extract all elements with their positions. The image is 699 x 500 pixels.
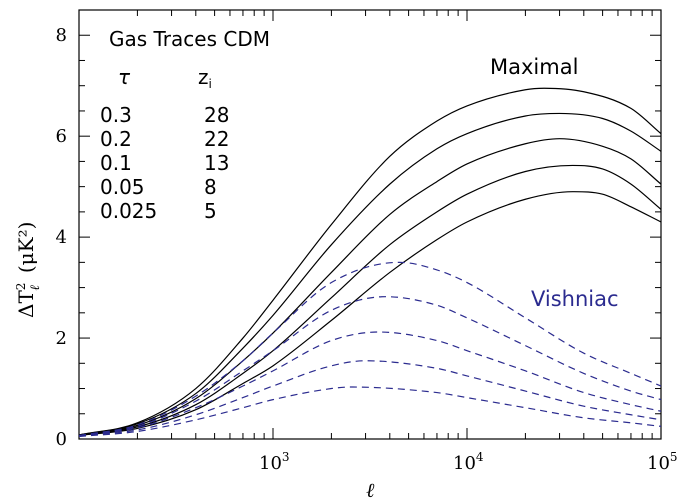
y-tick-label: 8 — [56, 25, 67, 46]
series-line-maximal — [78, 138, 662, 436]
legend-tau: 0.1 — [100, 151, 132, 175]
y-tick-label: 4 — [56, 227, 67, 248]
series-line-vishniac — [78, 261, 662, 437]
series-line-maximal — [78, 164, 662, 437]
legend-zi: 5 — [204, 199, 217, 223]
x-axis-label: ℓ — [366, 478, 375, 500]
series-line-vishniac — [78, 331, 662, 437]
y-tick-label: 2 — [56, 328, 67, 349]
legend-zi: 8 — [204, 175, 217, 199]
legend-tau: 0.05 — [100, 175, 145, 199]
legend-tau: 0.025 — [100, 199, 157, 223]
legend: Gas Traces CDM τ zi 0.3 28 0.2 22 0.1 13… — [100, 27, 270, 223]
plot-frame — [78, 9, 662, 440]
series-line-vishniac — [78, 296, 662, 437]
y-tick-label: 0 — [56, 429, 67, 450]
x-tick-label: 103 — [259, 450, 290, 474]
series-line-vishniac — [78, 360, 662, 437]
annotation-maximal: Maximal — [490, 55, 578, 79]
series-line-maximal — [78, 112, 662, 436]
annotation-vishniac: Vishniac — [531, 287, 619, 311]
x-tick-label: 104 — [453, 450, 484, 474]
legend-zi: 28 — [204, 103, 229, 127]
axis-ticks: 0 2 4 6 8 103 104 105 — [56, 10, 678, 474]
y-axis-label: ΔT2ℓ(μK²) — [14, 222, 43, 318]
legend-zi: 13 — [204, 151, 229, 175]
series-group — [78, 87, 662, 438]
series-line-maximal — [78, 87, 662, 436]
series-line-maximal — [78, 191, 662, 437]
legend-zi: 22 — [204, 127, 229, 151]
legend-tau: 0.2 — [100, 127, 132, 151]
y-tick-label: 6 — [56, 126, 67, 147]
legend-tau: 0.3 — [100, 103, 132, 127]
svg-text:ΔT2ℓ(μK²): ΔT2ℓ(μK²) — [14, 222, 43, 318]
legend-header-tau: τ — [118, 65, 131, 89]
series-line-vishniac — [78, 386, 662, 438]
x-tick-label: 105 — [647, 450, 678, 474]
legend-title: Gas Traces CDM — [109, 27, 270, 51]
legend-header-zi: zi — [198, 65, 212, 91]
